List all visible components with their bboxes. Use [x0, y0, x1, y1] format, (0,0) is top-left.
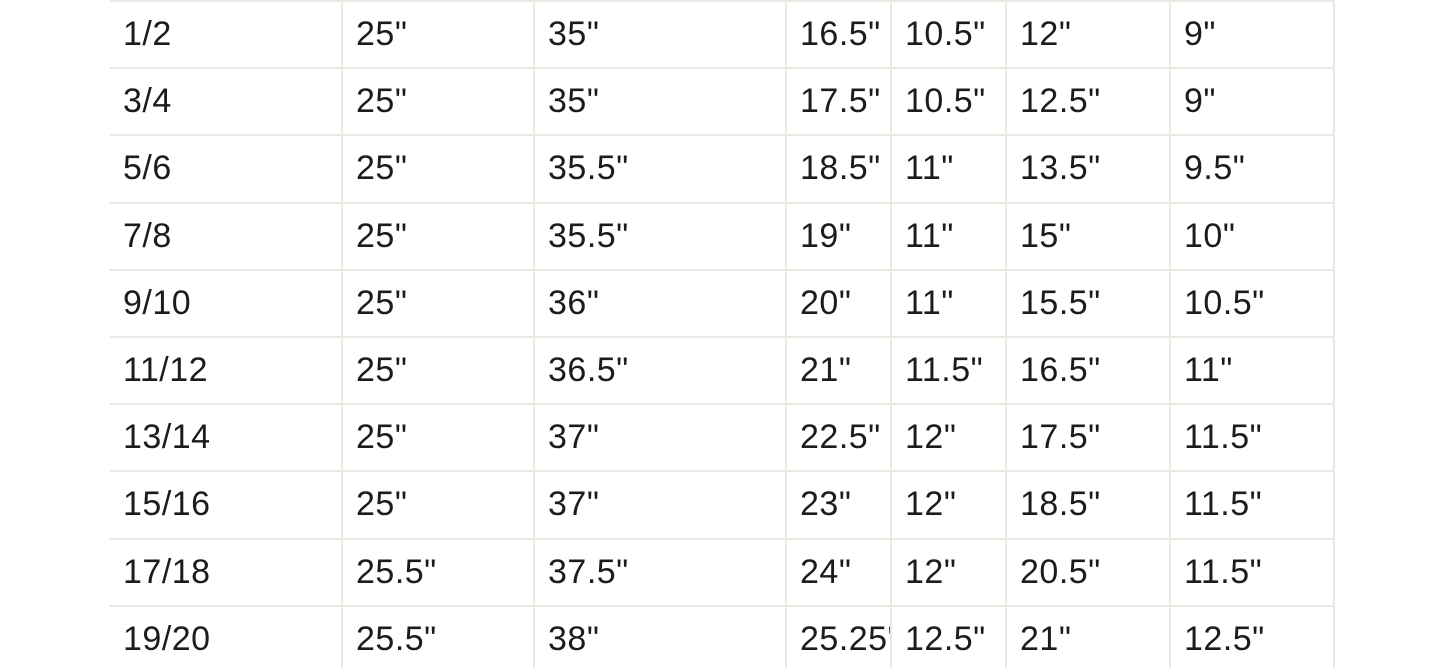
measurement-cell: 35"	[535, 69, 787, 135]
table-row: 11/12 25" 36.5" 21" 11.5" 16.5" 11"	[110, 337, 1335, 406]
measurement-cell: 9"	[1171, 69, 1335, 135]
size-label-cell: 17/18	[110, 539, 343, 605]
measurement-cell: 20.5"	[1007, 539, 1171, 605]
measurement-cell: 35.5"	[535, 203, 787, 269]
measurement-cell: 11.5"	[1171, 539, 1335, 605]
measurement-cell: 10.5"	[892, 2, 1007, 68]
measurement-cell: 24"	[787, 539, 892, 605]
measurement-cell: 22.5"	[787, 405, 892, 471]
measurement-cell: 11"	[1171, 337, 1335, 404]
measurement-cell: 35.5"	[535, 136, 787, 202]
size-label-cell: 7/8	[110, 203, 343, 269]
measurement-cell: 25.25"	[787, 606, 892, 668]
measurement-cell: 25"	[343, 136, 535, 202]
measurement-cell: 19"	[787, 203, 892, 269]
measurement-cell: 9.5"	[1171, 136, 1335, 202]
measurement-cell: 25"	[343, 270, 535, 336]
measurement-cell: 16.5"	[787, 2, 892, 68]
measurement-cell: 38"	[535, 606, 787, 668]
measurement-cell: 11"	[892, 270, 1007, 336]
measurement-cell: 15"	[1007, 203, 1171, 269]
measurement-cell: 35"	[535, 2, 787, 68]
measurement-cell: 18.5"	[787, 136, 892, 202]
measurement-cell: 15.5"	[1007, 270, 1171, 336]
measurement-cell: 11.5"	[1171, 405, 1335, 471]
measurement-cell: 37"	[535, 405, 787, 471]
measurement-cell: 25"	[343, 2, 535, 68]
measurement-cell: 25"	[343, 69, 535, 135]
measurement-cell: 25"	[343, 405, 535, 471]
table-row: 5/6 25" 35.5" 18.5" 11" 13.5" 9.5"	[110, 136, 1335, 204]
size-label-cell: 19/20	[110, 606, 343, 668]
measurement-cell: 20"	[787, 270, 892, 336]
measurement-cell: 25"	[343, 472, 535, 538]
measurement-cell: 23"	[787, 472, 892, 538]
measurement-cell: 12.5"	[1171, 606, 1335, 668]
measurement-cell: 9"	[1171, 2, 1335, 68]
measurement-cell: 12"	[892, 405, 1007, 471]
measurement-cell: 12"	[1007, 2, 1171, 68]
table-row: 3/4 25" 35" 17.5" 10.5" 12.5" 9"	[110, 69, 1335, 137]
measurement-cell: 16.5"	[1007, 337, 1171, 404]
measurement-cell: 13.5"	[1007, 136, 1171, 202]
measurement-cell: 12.5"	[1007, 69, 1171, 135]
size-chart-table: 1/2 25" 35" 16.5" 10.5" 12" 9" 3/4 25" 35" 17.5" 10…	[110, 0, 1335, 668]
table-row: 9/10 25" 36" 20" 11" 15.5" 10.5"	[110, 270, 1335, 338]
size-label-cell: 5/6	[110, 136, 343, 202]
measurement-cell: 11"	[892, 203, 1007, 269]
measurement-cell: 12.5"	[892, 606, 1007, 668]
measurement-cell: 37"	[535, 472, 787, 538]
measurement-cell: 12"	[892, 472, 1007, 538]
measurement-cell: 37.5"	[535, 539, 787, 605]
measurement-cell: 11.5"	[1171, 472, 1335, 538]
measurement-cell: 21"	[787, 337, 892, 404]
measurement-cell: 18.5"	[1007, 472, 1171, 538]
size-label-cell: 11/12	[110, 337, 343, 404]
measurement-cell: 25"	[343, 203, 535, 269]
measurement-cell: 10.5"	[892, 69, 1007, 135]
measurement-cell: 11.5"	[892, 337, 1007, 404]
measurement-cell: 17.5"	[1007, 405, 1171, 471]
measurement-cell: 36.5"	[535, 337, 787, 404]
measurement-cell: 10.5"	[1171, 270, 1335, 336]
measurement-cell: 11"	[892, 136, 1007, 202]
table-row: 13/14 25" 37" 22.5" 12" 17.5" 11.5"	[110, 405, 1335, 473]
measurement-cell: 25.5"	[343, 539, 535, 605]
table-row: 7/8 25" 35.5" 19" 11" 15" 10"	[110, 203, 1335, 271]
measurement-cell: 12"	[892, 539, 1007, 605]
size-label-cell: 15/16	[110, 472, 343, 538]
size-label-cell: 13/14	[110, 405, 343, 471]
measurement-cell: 25"	[343, 337, 535, 404]
size-label-cell: 1/2	[110, 2, 343, 68]
measurement-cell: 10"	[1171, 203, 1335, 269]
size-label-cell: 3/4	[110, 69, 343, 135]
table-row: 19/20 25.5" 38" 25.25" 12.5" 21" 12.5"	[110, 606, 1335, 668]
table-row: 1/2 25" 35" 16.5" 10.5" 12" 9"	[110, 2, 1335, 70]
table-row: 17/18 25.5" 37.5" 24" 12" 20.5" 11.5"	[110, 539, 1335, 607]
measurement-cell: 17.5"	[787, 69, 892, 135]
measurement-cell: 21"	[1007, 606, 1171, 668]
table-row: 15/16 25" 37" 23" 12" 18.5" 11.5"	[110, 472, 1335, 540]
measurement-cell: 25.5"	[343, 606, 535, 668]
measurement-cell: 36"	[535, 270, 787, 336]
size-label-cell: 9/10	[110, 270, 343, 336]
